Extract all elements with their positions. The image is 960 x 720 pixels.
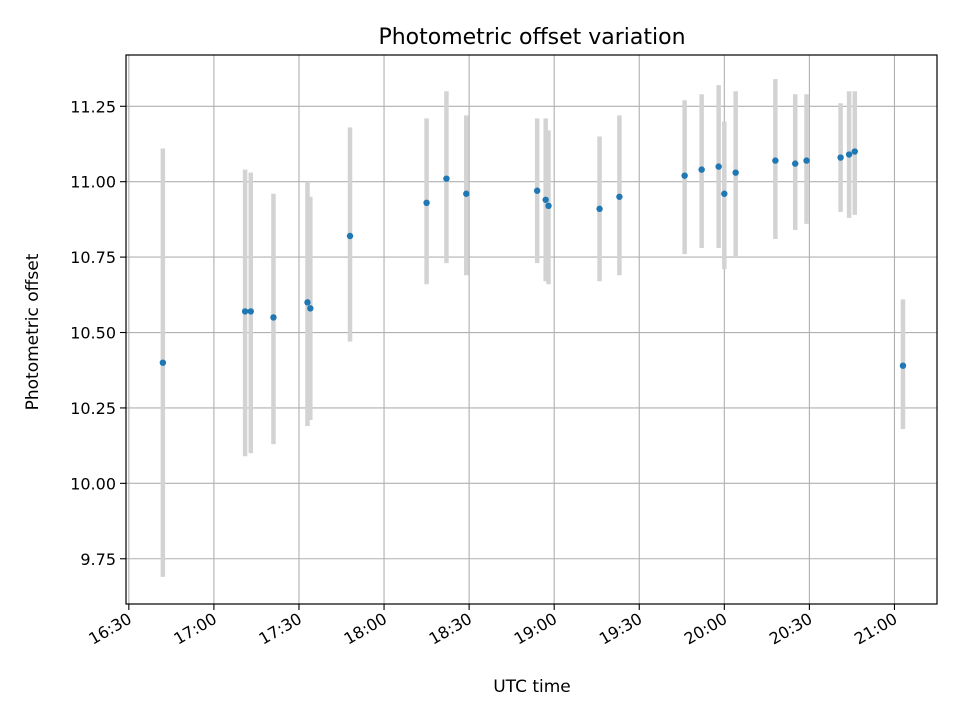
y-tick-label: 10.75 [70,248,116,267]
data-point [681,172,688,179]
x-tick-label: 21:00 [851,609,900,649]
chart-title: Photometric offset variation [378,25,685,50]
data-point [899,362,907,369]
x-tick-label: 20:00 [681,609,730,649]
data-point [443,175,450,182]
y-tick-label: 11.00 [70,173,116,192]
data-point [247,308,254,315]
data-point [423,199,430,207]
data-point [542,196,549,203]
x-tick-label: 18:00 [341,609,390,649]
data-point [715,163,722,170]
x-tick-label: 19:00 [511,609,560,649]
x-tick-label: 19:30 [596,609,645,649]
data-point [159,359,167,366]
x-tick-label: 20:30 [766,609,815,649]
data-point [837,154,844,161]
x-tick-label: 18:30 [426,609,475,649]
data-point [616,193,623,200]
data-point [463,190,470,197]
data-point [721,190,728,197]
plot-frame [125,54,938,605]
y-tick-label: 9.75 [80,550,116,569]
data-point [792,160,799,167]
error-bars [160,79,906,577]
data-point [533,187,541,194]
data-point [851,148,858,155]
x-tick-label: 17:00 [170,609,219,649]
x-tick-label: 17:30 [256,609,305,649]
y-tick-label: 11.25 [70,97,116,116]
x-axis: 16:30 17:00 17:30 18:00 18:30 19:00 19:30 20:00… [85,604,900,649]
data-point [845,151,853,158]
data-point [698,166,705,173]
data-point [307,305,314,312]
data-point [304,299,311,306]
y-tick-label: 10.25 [70,399,116,418]
data-point [545,202,552,210]
grid [126,55,937,604]
y-axis: 9.75 10.00 10.25 10.50 10.75 11.00 11.25 [70,97,126,569]
y-axis-label: Photometric offset [23,253,43,410]
x-axis-label: UTC time [493,677,571,697]
data-points [159,148,907,369]
data-point [346,232,354,240]
data-point [772,157,779,164]
data-point [732,169,739,176]
y-tick-label: 10.50 [70,324,116,343]
x-tick-label: 16:30 [85,609,134,649]
data-point [270,314,277,321]
data-point [803,157,810,164]
data-point [241,308,249,315]
y-tick-label: 10.00 [70,474,116,493]
data-point [596,205,603,213]
